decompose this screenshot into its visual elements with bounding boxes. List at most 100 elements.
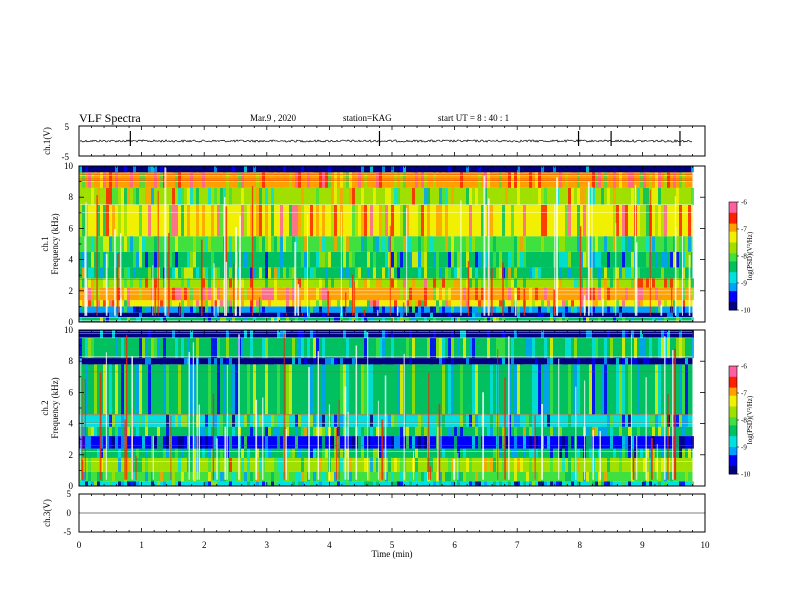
ch1-spectrogram-cell (274, 278, 277, 288)
ch2-spectrogram-colorbar-cell (729, 411, 737, 416)
ch1-spectrogram-cell (568, 187, 571, 205)
ch1-spectrogram-cell (391, 251, 394, 268)
ch1-spectrogram-cell (469, 278, 472, 288)
ch2-spectrogram-cell (118, 481, 121, 486)
ch2-spectrogram-cell (646, 448, 649, 458)
ch2-spectrogram-cell (685, 364, 688, 415)
ch1-spectrogram-cell (469, 205, 472, 237)
ch2-spectrogram-cell (412, 364, 415, 415)
ch1-spectrogram-cell (121, 306, 124, 313)
ch2-spectrogram-cell (532, 448, 535, 458)
ch1-spectrogram-cell (511, 166, 514, 173)
ch2-spectrogram-cell (622, 358, 625, 365)
ch1-spectrogram-cell (292, 205, 295, 237)
ch1-spectrogram-cell (322, 236, 325, 252)
ch2-spectrogram-cell (178, 436, 181, 449)
ch1-spectrogram-cell (373, 300, 376, 307)
ch2-spectrogram-cell (634, 448, 637, 458)
ch2-spectrogram-cell (559, 426, 562, 437)
ch2-spectrogram-cell (691, 337, 694, 359)
ch2-spectrogram-cell (406, 436, 409, 449)
ch2-spectrogram-cell (277, 426, 280, 437)
ch2-spectrogram-cell (628, 364, 631, 415)
ch2-spectrogram-cell (442, 358, 445, 365)
ch1-spectrogram-cell (316, 312, 319, 318)
ch2-spectrogram-colorbar-cell (729, 393, 737, 397)
ch2-spectrogram-cell (139, 364, 142, 415)
ch1-spectrogram-cell (337, 187, 340, 205)
ch2-spectrogram-cell (682, 364, 685, 415)
ch1-spectrogram-cell (445, 267, 448, 279)
ch1-spectrogram-cell (121, 166, 124, 173)
ch2-spectrogram-cell (256, 448, 259, 458)
ch2-spectrogram-cell (541, 358, 544, 365)
ch1-spectrogram-cell (316, 251, 319, 268)
ch2-spectrogram-cell (529, 337, 532, 359)
ch1-spectrogram-cell (547, 300, 550, 307)
ch1-spectrogram-cell (580, 187, 583, 205)
ch1-spectrogram-cell (460, 166, 463, 173)
ch2-spectrogram-cell (409, 471, 412, 482)
ch2-spectrogram-cell (640, 337, 643, 359)
ch1-spectrogram-cell (259, 267, 262, 279)
ch1-spectrogram-cell (364, 172, 367, 188)
ch2-spectrogram-cell (625, 436, 628, 449)
ch2-spectrogram-cell (634, 364, 637, 415)
ch1-spectrogram-cell (328, 300, 331, 307)
ch1-spectrogram-cell (310, 205, 313, 237)
ch2-spectrogram-cell (610, 471, 613, 482)
ch1-spectrogram-cell (292, 236, 295, 252)
ch2-spectrogram-cell (595, 471, 598, 482)
ch2-spectrogram-cell (205, 436, 208, 449)
ch1-spectrogram-cell (652, 187, 655, 205)
ch2-spectrogram-cell (91, 426, 94, 437)
ch1-spectrogram-cell (220, 251, 223, 268)
ch1-spectrogram-cell (640, 205, 643, 237)
ch1-spectrogram-cell (175, 267, 178, 279)
ch1-spectrogram-cell (442, 278, 445, 288)
ch1-spectrogram-cell (652, 317, 655, 322)
ch1-spectrogram-cell (253, 236, 256, 252)
ch1-spectrogram-cell (322, 251, 325, 268)
ch1-spectrogram-cell (136, 187, 139, 205)
ch1-spectrogram-cell (100, 251, 103, 268)
ch1-spectrogram-cell (406, 300, 409, 307)
ch2-spectrogram-cell (625, 358, 628, 365)
ch1-spectrogram-cell (595, 172, 598, 188)
ch1-spectrogram-ytick-label: 4 (69, 255, 74, 265)
ch1-spectrogram-cell (439, 267, 442, 279)
ch1-spectrogram-cell (250, 317, 253, 322)
ch1-spectrogram-cell (91, 236, 94, 252)
ch1-spectrogram-cell (160, 172, 163, 188)
ch2-spectrogram-cell (514, 448, 517, 458)
ch1-spectrogram-cell (229, 300, 232, 307)
ch2-spectrogram-cell (190, 358, 193, 365)
ch2-spectrogram-cell (235, 448, 238, 458)
ch1-spectrogram-cell (217, 187, 220, 205)
ch1-spectrogram-cell (151, 187, 154, 205)
ch2-spectrogram-cell (199, 426, 202, 437)
ch2-spectrogram-cell (628, 426, 631, 437)
ch1-spectrogram-cell (436, 306, 439, 313)
ch1-spectrogram-cell (265, 251, 268, 268)
ch2-spectrogram-cell (604, 448, 607, 458)
ch2-spectrogram-cell (475, 471, 478, 482)
ch2-spectrogram-cell (682, 436, 685, 449)
x-tick-label: 9 (640, 540, 645, 550)
ch1-spectrogram-cell (118, 267, 121, 279)
ch1-spectrogram-cell (193, 236, 196, 252)
ch2-spectrogram-cell (217, 364, 220, 415)
ch2-spectrogram-cell (529, 481, 532, 486)
ch2-spectrogram-cell (211, 448, 214, 458)
ch1-spectrogram-colorbar-cell (729, 229, 737, 233)
ch1-spectrogram-cell (112, 317, 115, 322)
ch2-spectrogram-cell (451, 337, 454, 359)
ch2-spectrogram-cell (235, 364, 238, 415)
ch2-spectrogram-cell (133, 358, 136, 365)
ch2-spectrogram-cell (469, 337, 472, 359)
ch2-spectrogram-cell (130, 481, 133, 486)
ch1-spectrogram-cell (616, 205, 619, 237)
ch2-spectrogram-cell (151, 426, 154, 437)
ch1-spectrogram-cell (613, 166, 616, 173)
ch2-spectrogram-cell (208, 471, 211, 482)
